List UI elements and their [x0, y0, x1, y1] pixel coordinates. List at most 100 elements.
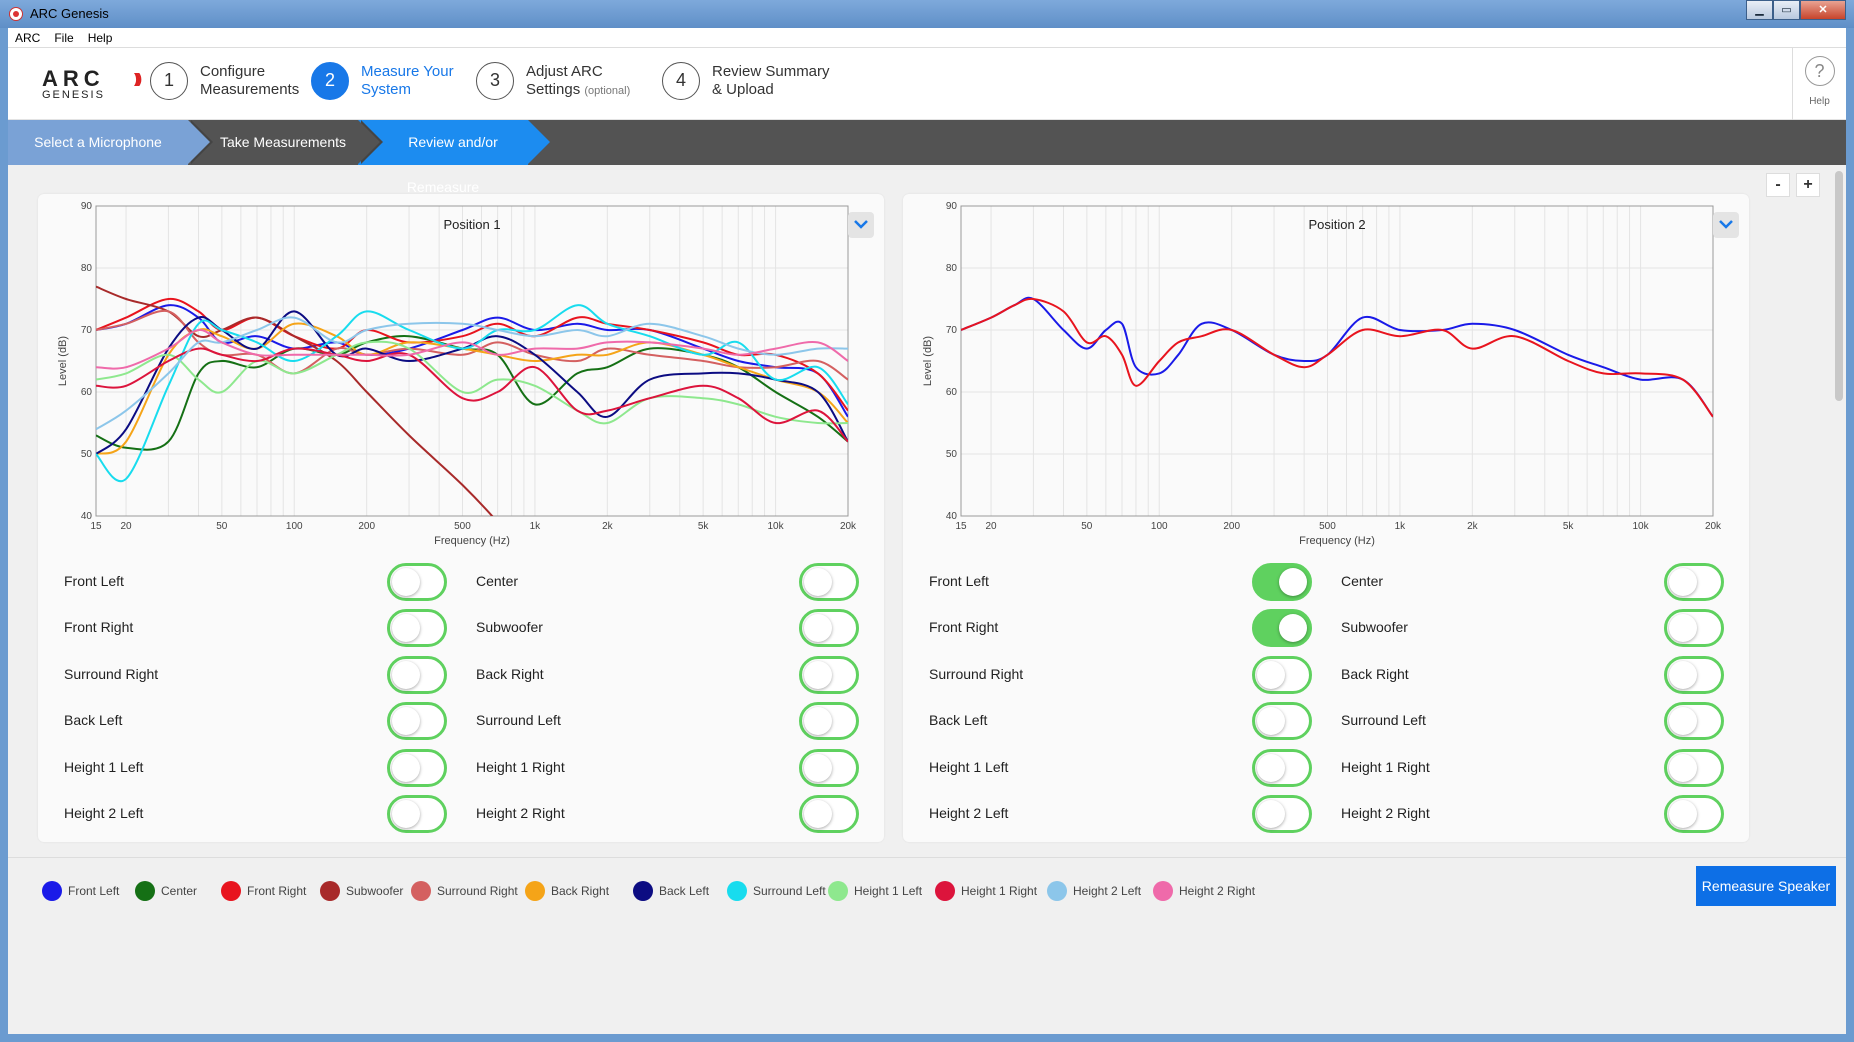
close-button[interactable]: ✕: [1800, 0, 1846, 20]
series-line-back-left: [96, 310, 848, 455]
toggle-back-left[interactable]: [387, 702, 447, 740]
chart-title: Position 2: [1308, 217, 1365, 232]
step-number: 1: [150, 62, 188, 100]
x-tick-label: 20k: [1705, 521, 1722, 532]
x-tick-label: 50: [1081, 521, 1093, 532]
zoom-out-button[interactable]: -: [1766, 173, 1790, 197]
toggle-back-right[interactable]: [1664, 656, 1724, 694]
legend-item-front-left: Front Left: [42, 881, 119, 901]
window-title: ARC Genesis: [30, 6, 109, 21]
y-tick-label: 90: [81, 201, 93, 212]
x-tick-label: 20: [121, 521, 133, 532]
menu-help[interactable]: Help: [87, 31, 113, 45]
x-tick-label: 15: [955, 521, 967, 532]
toggle-height-2-left[interactable]: [1252, 795, 1312, 833]
position-1-dropdown[interactable]: [848, 212, 874, 238]
legend-swatch: [525, 881, 545, 901]
toggle-surround-left[interactable]: [1664, 702, 1724, 740]
x-tick-label: 20k: [840, 521, 857, 532]
x-tick-label: 10k: [767, 521, 784, 532]
toggle-subwoofer[interactable]: [1664, 609, 1724, 647]
speaker-label-front-left: Front Left: [64, 573, 124, 589]
x-tick-label: 50: [216, 521, 228, 532]
toggle-back-left[interactable]: [1252, 702, 1312, 740]
legend-item-back-left: Back Left: [633, 881, 709, 901]
toggle-height-2-right[interactable]: [1664, 795, 1724, 833]
x-tick-label: 1k: [1395, 521, 1407, 532]
toggle-knob: [392, 754, 420, 782]
toggle-surround-right[interactable]: [387, 656, 447, 694]
y-tick-label: 40: [946, 511, 958, 522]
speaker-label-subwoofer: Subwoofer: [1341, 619, 1408, 635]
legend-swatch: [221, 881, 241, 901]
minimize-button[interactable]: ▁: [1746, 0, 1773, 20]
toggle-knob: [392, 614, 420, 642]
toggle-knob: [1669, 707, 1697, 735]
zoom-in-button[interactable]: +: [1796, 173, 1820, 197]
menu-file[interactable]: File: [54, 31, 74, 45]
speaker-label-surround-left: Surround Left: [476, 712, 561, 728]
toggle-height-1-right[interactable]: [799, 749, 859, 787]
toggle-surround-left[interactable]: [799, 702, 859, 740]
legend-swatch: [935, 881, 955, 901]
legend-swatch: [411, 881, 431, 901]
toggle-knob: [1257, 661, 1285, 689]
position-2-dropdown[interactable]: [1713, 212, 1739, 238]
toggle-front-right[interactable]: [387, 609, 447, 647]
legend-item-center: Center: [135, 881, 197, 901]
toggle-center[interactable]: [799, 563, 859, 601]
step-number: 2: [311, 62, 349, 100]
step-review[interactable]: 4 Review Summary & Upload: [662, 62, 830, 100]
toggle-knob: [804, 614, 832, 642]
substep-select-microphone[interactable]: Select a Microphone: [8, 120, 213, 165]
speaker-label-back-right: Back Right: [476, 666, 544, 682]
toggle-center[interactable]: [1664, 563, 1724, 601]
speaker-label-height-2-right: Height 2 Right: [476, 805, 565, 821]
toggle-height-1-left[interactable]: [1252, 749, 1312, 787]
legend-swatch: [727, 881, 747, 901]
remeasure-speaker-button[interactable]: Remeasure Speaker: [1696, 866, 1836, 906]
x-tick-label: 10k: [1632, 521, 1649, 532]
toggle-height-1-left[interactable]: [387, 749, 447, 787]
legend-swatch: [135, 881, 155, 901]
speaker-label-front-left: Front Left: [929, 573, 989, 589]
position-2-panel: 90 80 70 60 50 40 15 20 50 100 200 500 1k 2k 5k 10k 20k P…: [903, 194, 1749, 842]
toggle-subwoofer[interactable]: [799, 609, 859, 647]
scrollbar-thumb[interactable]: [1835, 171, 1843, 401]
step-adjust[interactable]: 3 Adjust ARC Settings (optional): [476, 62, 630, 100]
x-tick-label: 200: [358, 521, 375, 532]
toggle-surround-right[interactable]: [1252, 656, 1312, 694]
menu-arc[interactable]: ARC: [15, 31, 41, 45]
series-line-height-2-right: [96, 328, 848, 370]
substep-nav: Select a Microphone Take Measurements Re…: [8, 120, 1846, 195]
vertical-scrollbar[interactable]: [1832, 165, 1846, 857]
toggle-back-right[interactable]: [799, 656, 859, 694]
toggle-height-1-right[interactable]: [1664, 749, 1724, 787]
step-measure[interactable]: 2 Measure Your System: [311, 62, 454, 100]
toggle-front-left[interactable]: [1252, 563, 1312, 601]
y-tick-label: 50: [81, 449, 93, 460]
speaker-label-height-2-left: Height 2 Left: [64, 805, 144, 821]
speaker-legend: Remeasure Speaker Front Left Center Front …: [8, 857, 1846, 1034]
toggle-knob: [1257, 800, 1285, 828]
substep-take-measurements[interactable]: Take Measurements: [188, 120, 383, 165]
step-number: 3: [476, 62, 514, 100]
toggle-knob: [804, 754, 832, 782]
x-tick-label: 1k: [530, 521, 542, 532]
maximize-button[interactable]: ▭: [1773, 0, 1800, 20]
toggle-height-2-right[interactable]: [799, 795, 859, 833]
legend-label: Front Right: [247, 884, 307, 898]
series-line-front-right: [961, 297, 1713, 418]
y-axis-label: Level (dB): [57, 336, 69, 386]
substep-review-remeasure[interactable]: Review and/or Remeasure: [358, 120, 550, 195]
x-tick-label: 2k: [1467, 521, 1479, 532]
toggle-front-right[interactable]: [1252, 609, 1312, 647]
y-tick-label: 80: [81, 263, 93, 274]
speaker-label-height-1-left: Height 1 Left: [64, 759, 144, 775]
step-configure[interactable]: 1 Configure Measurements: [150, 62, 299, 100]
toggle-height-2-left[interactable]: [387, 795, 447, 833]
help-button[interactable]: ? Help: [1792, 48, 1846, 120]
legend-swatch: [320, 881, 340, 901]
toggle-front-left[interactable]: [387, 563, 447, 601]
speaker-label-height-2-right: Height 2 Right: [1341, 805, 1430, 821]
